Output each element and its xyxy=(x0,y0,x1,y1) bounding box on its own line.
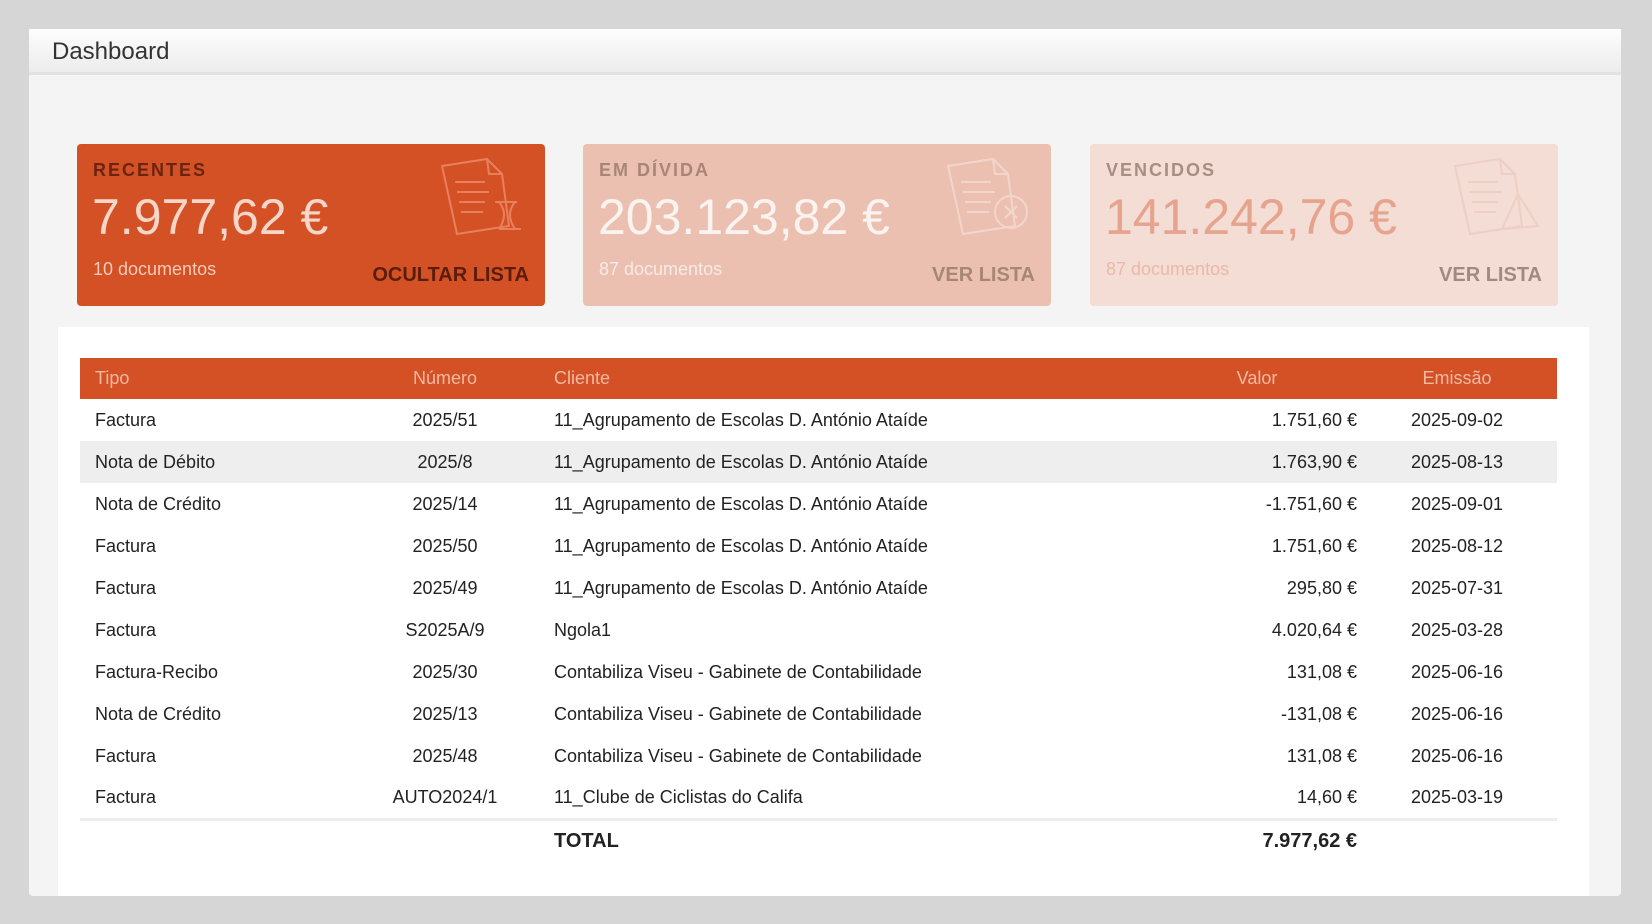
documents-table-panel: Tipo Número Cliente Valor Emissão Factur… xyxy=(58,327,1589,896)
cell-cliente: 11_Agrupamento de Escolas D. António Ata… xyxy=(554,493,928,514)
cell-valor: 1.751,60 € xyxy=(1271,409,1357,430)
cell-numero: 2025/49 xyxy=(412,577,478,598)
cell-valor: -131,08 € xyxy=(1280,703,1357,724)
card-label: EM DÍVIDA xyxy=(599,160,711,180)
cell-valor: 4.020,64 € xyxy=(1271,619,1357,640)
cell-numero: 2025/48 xyxy=(412,745,478,766)
cell-cliente: 11_Agrupamento de Escolas D. António Ata… xyxy=(554,577,928,598)
cell-cliente: Contabiliza Viseu - Gabinete de Contabil… xyxy=(554,703,922,724)
cell-tipo: Factura xyxy=(95,619,157,640)
table-row[interactable]: Factura 2025/51 11_Agrupamento de Escolas … xyxy=(80,399,1557,441)
card-label: RECENTES xyxy=(93,160,208,180)
cell-emissao: 2025-03-19 xyxy=(1410,786,1504,807)
cell-numero: 2025/13 xyxy=(412,703,478,724)
cell-valor: -1.751,60 € xyxy=(1265,493,1357,514)
total-row: TOTAL 7.977,62 € xyxy=(80,817,1557,863)
cell-cliente: 11_Agrupamento de Escolas D. António Ata… xyxy=(540,441,1157,483)
cell-emissao: 2025-09-02 xyxy=(1410,409,1504,430)
view-list-button[interactable]: VER LISTA xyxy=(1439,264,1542,286)
cell-numero: 2025/50 xyxy=(412,535,478,556)
card-doc-count: 87 documentos xyxy=(1106,259,1230,279)
card-doc-count: 10 documentos xyxy=(93,259,217,279)
page-title: Dashboard xyxy=(29,29,1621,75)
total-value: 7.977,62 € xyxy=(1157,817,1357,863)
col-numero[interactable]: Número xyxy=(350,358,540,399)
view-list-button[interactable]: VER LISTA xyxy=(932,264,1035,286)
cell-numero: S2025A/9 xyxy=(405,619,485,640)
dashboard-panel: Dashboard RECENTES 7.977,62 € 10 documen… xyxy=(29,29,1621,896)
col-valor[interactable]: Valor xyxy=(1157,358,1357,399)
card-amount: 203.123,82 € xyxy=(598,189,890,245)
card-doc-count: 87 documentos xyxy=(599,259,723,279)
cell-emissao: 2025-06-16 xyxy=(1410,661,1504,682)
cell-tipo: Nota de Débito xyxy=(80,441,350,483)
cell-valor: 131,08 € xyxy=(1286,745,1357,766)
cell-valor: 295,80 € xyxy=(1286,577,1357,598)
table-row[interactable]: Factura 2025/48 Contabiliza Viseu - Gabine… xyxy=(80,735,1557,777)
document-hourglass-icon xyxy=(440,157,521,236)
cell-tipo: Nota de Crédito xyxy=(95,703,222,724)
col-cliente[interactable]: Cliente xyxy=(540,358,1157,399)
cell-emissao: 2025-03-28 xyxy=(1410,619,1504,640)
card-amount: 7.977,62 € xyxy=(92,189,329,245)
cell-numero: 2025/30 xyxy=(412,661,478,682)
table-row[interactable]: Factura 2025/49 11_Agrupamento de Escolas … xyxy=(80,567,1557,609)
cell-valor: 14,60 € xyxy=(1296,786,1357,807)
cell-cliente: 11_Agrupamento de Escolas D. António Ata… xyxy=(554,409,928,430)
card-em-divida: EM DÍVIDA 203.123,82 € 87 documentos VER… xyxy=(583,144,1051,306)
table-row[interactable]: Nota de Crédito 2025/13 Contabiliza Viseu … xyxy=(80,693,1557,735)
card-label: VENCIDOS xyxy=(1106,160,1217,180)
table-row[interactable]: Nota de Débito 2025/8 11_Agrupamento de Es… xyxy=(80,441,1557,483)
card-recentes: RECENTES 7.977,62 € 10 documentos OCULTA… xyxy=(77,144,545,306)
document-x-icon xyxy=(946,157,1028,236)
table-row[interactable]: Factura 2025/50 11_Agrupamento de Escolas … xyxy=(80,525,1557,567)
cell-numero: 2025/14 xyxy=(412,493,478,514)
cell-numero: AUTO2024/1 xyxy=(392,786,498,807)
cell-cliente: Ngola1 xyxy=(554,619,612,640)
cell-valor: 1.751,60 € xyxy=(1271,535,1357,556)
hide-list-button[interactable]: OCULTAR LISTA xyxy=(372,264,529,286)
table-row[interactable]: Factura-Recibo 2025/30 Contabiliza Viseu -… xyxy=(80,651,1557,693)
col-tipo[interactable]: Tipo xyxy=(80,358,350,399)
cell-emissao: 2025-09-01 xyxy=(1410,493,1504,514)
cell-tipo: Factura xyxy=(95,745,157,766)
cell-tipo: Factura xyxy=(95,786,157,807)
cell-tipo: Factura-Recibo xyxy=(95,661,219,682)
cell-emissao: 2025-07-31 xyxy=(1410,577,1504,598)
cell-emissao: 2025-06-16 xyxy=(1410,703,1504,724)
cell-cliente: Contabiliza Viseu - Gabinete de Contabil… xyxy=(554,661,922,682)
table-row[interactable]: Factura S2025A/9 Ngola1 4.020,64 € 2025-03-2… xyxy=(80,609,1557,651)
document-warning-icon xyxy=(1453,157,1540,236)
card-amount: 141.242,76 € xyxy=(1105,189,1397,245)
cell-cliente: Contabiliza Viseu - Gabinete de Contabil… xyxy=(554,745,922,766)
cell-numero: 2025/51 xyxy=(412,409,478,430)
documents-table: Tipo Número Cliente Valor Emissão Factur… xyxy=(80,358,1557,863)
card-vencidos: VENCIDOS 141.242,76 € 87 documentos VER … xyxy=(1090,144,1558,306)
cell-numero: 2025/8 xyxy=(350,441,540,483)
cell-tipo: Factura xyxy=(95,535,157,556)
cell-cliente: 11_Clube de Ciclistas do Califa xyxy=(554,786,803,807)
cell-valor: 131,08 € xyxy=(1286,661,1357,682)
cell-emissao: 2025-08-13 xyxy=(1357,441,1557,483)
cell-tipo: Factura xyxy=(95,577,157,598)
table-header: Tipo Número Cliente Valor Emissão xyxy=(80,358,1557,399)
cell-tipo: Factura xyxy=(95,409,157,430)
col-emissao[interactable]: Emissão xyxy=(1357,358,1557,399)
table-row[interactable]: Factura AUTO2024/1 11_Clube de Ciclistas d… xyxy=(80,777,1557,819)
cell-valor: 1.763,90 € xyxy=(1157,441,1357,483)
cell-tipo: Nota de Crédito xyxy=(95,493,222,514)
table-row[interactable]: Nota de Crédito 2025/14 11_Agrupamento de … xyxy=(80,483,1557,525)
cell-emissao: 2025-06-16 xyxy=(1410,745,1504,766)
total-label: TOTAL xyxy=(540,817,1157,863)
cell-cliente: 11_Agrupamento de Escolas D. António Ata… xyxy=(554,535,928,556)
cell-emissao: 2025-08-12 xyxy=(1410,535,1504,556)
